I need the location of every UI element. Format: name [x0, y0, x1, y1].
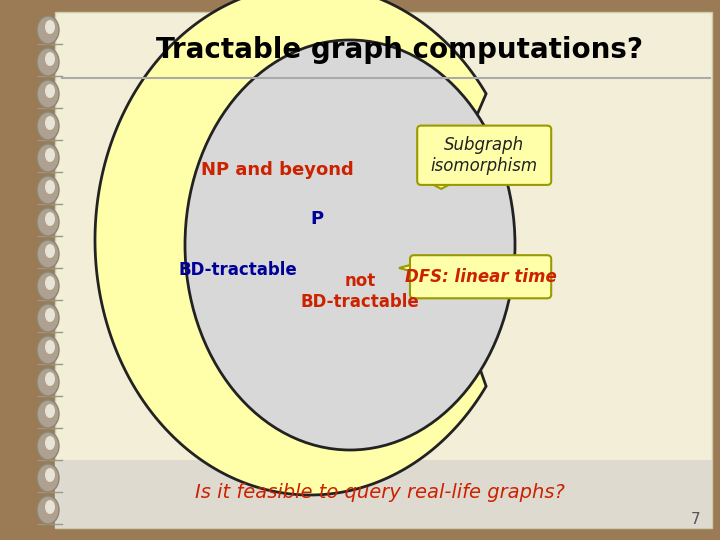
- Ellipse shape: [37, 336, 59, 364]
- Ellipse shape: [185, 40, 515, 450]
- Ellipse shape: [37, 272, 59, 300]
- Ellipse shape: [37, 16, 59, 44]
- Text: Subgraph
isomorphism: Subgraph isomorphism: [431, 136, 538, 174]
- FancyBboxPatch shape: [417, 126, 552, 185]
- Ellipse shape: [45, 116, 55, 130]
- Text: NP and beyond: NP and beyond: [201, 161, 354, 179]
- Ellipse shape: [45, 180, 55, 194]
- Ellipse shape: [37, 144, 59, 172]
- Ellipse shape: [45, 84, 55, 98]
- Text: Is it feasible to query real-life graphs?: Is it feasible to query real-life graphs…: [195, 483, 565, 503]
- Polygon shape: [399, 262, 419, 273]
- Text: DFS: linear time: DFS: linear time: [405, 268, 557, 286]
- Ellipse shape: [45, 404, 55, 418]
- Bar: [55, 460, 712, 528]
- FancyBboxPatch shape: [410, 255, 552, 298]
- Ellipse shape: [45, 52, 55, 66]
- Ellipse shape: [37, 368, 59, 396]
- Polygon shape: [426, 181, 456, 189]
- Ellipse shape: [45, 340, 55, 354]
- Text: P: P: [310, 210, 323, 228]
- Ellipse shape: [37, 464, 59, 492]
- Ellipse shape: [37, 496, 59, 524]
- Ellipse shape: [45, 468, 55, 482]
- Text: BD-tractable: BD-tractable: [179, 261, 297, 279]
- Ellipse shape: [37, 80, 59, 108]
- Ellipse shape: [37, 240, 59, 268]
- Ellipse shape: [37, 432, 59, 460]
- Ellipse shape: [37, 112, 59, 140]
- Ellipse shape: [45, 308, 55, 322]
- Ellipse shape: [37, 176, 59, 204]
- Text: not
BD-tractable: not BD-tractable: [301, 272, 419, 311]
- Ellipse shape: [45, 500, 55, 514]
- Ellipse shape: [45, 436, 55, 450]
- Polygon shape: [95, 0, 486, 495]
- Ellipse shape: [45, 20, 55, 34]
- Ellipse shape: [45, 276, 55, 290]
- Text: Tractable graph computations?: Tractable graph computations?: [156, 36, 644, 64]
- Ellipse shape: [45, 244, 55, 258]
- Ellipse shape: [37, 304, 59, 332]
- Ellipse shape: [37, 208, 59, 236]
- Ellipse shape: [45, 148, 55, 162]
- Text: 7: 7: [690, 512, 700, 528]
- Ellipse shape: [45, 212, 55, 226]
- Ellipse shape: [37, 400, 59, 428]
- Ellipse shape: [37, 48, 59, 76]
- Ellipse shape: [45, 372, 55, 386]
